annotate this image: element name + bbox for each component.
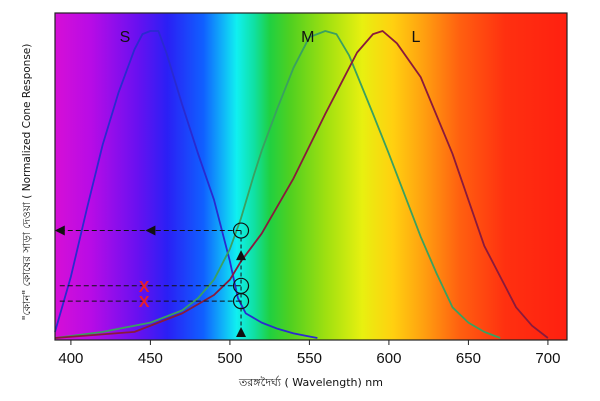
spectrum-background bbox=[55, 13, 567, 340]
series-line-s bbox=[54, 30, 318, 339]
intersection-circle bbox=[232, 293, 250, 310]
x-axis-label: তরঙ্গদৈর্ঘ্য ( Wavelength) nm bbox=[238, 376, 383, 389]
left-arrow bbox=[54, 225, 65, 236]
y-axis-label: "কোন" কোষের সাড়া দেওয়া ( Normalized Co… bbox=[21, 44, 33, 321]
series-line-l bbox=[54, 30, 549, 339]
left-arrow bbox=[145, 225, 156, 236]
x-axis-ticks: 400 450 500 550 600 650 700 bbox=[58, 340, 560, 367]
x-tick-label: 700 bbox=[535, 350, 560, 367]
x-tick-label: 600 bbox=[376, 350, 401, 367]
red-x-mark: X bbox=[139, 279, 150, 296]
x-tick-label: 400 bbox=[58, 350, 83, 367]
up-arrow bbox=[236, 250, 247, 261]
red-x-mark: X bbox=[139, 294, 150, 311]
x-tick-label: 550 bbox=[297, 350, 322, 367]
curve-label-l: L bbox=[411, 29, 420, 46]
x-tick-label: 650 bbox=[456, 350, 481, 367]
plot-frame bbox=[54, 12, 568, 341]
x-tick-label: 450 bbox=[138, 350, 163, 367]
up-arrow bbox=[236, 327, 247, 337]
series-line-m bbox=[54, 30, 501, 339]
annotation-layer: XX bbox=[54, 222, 250, 337]
curve-label-m: M bbox=[301, 29, 314, 46]
intersection-circle bbox=[232, 222, 250, 239]
x-tick-label: 500 bbox=[217, 350, 242, 367]
curve-label-s: S bbox=[120, 29, 131, 46]
